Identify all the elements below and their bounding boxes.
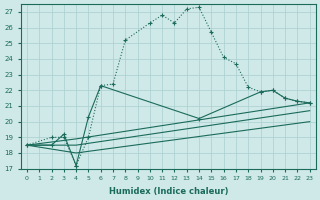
- X-axis label: Humidex (Indice chaleur): Humidex (Indice chaleur): [108, 187, 228, 196]
